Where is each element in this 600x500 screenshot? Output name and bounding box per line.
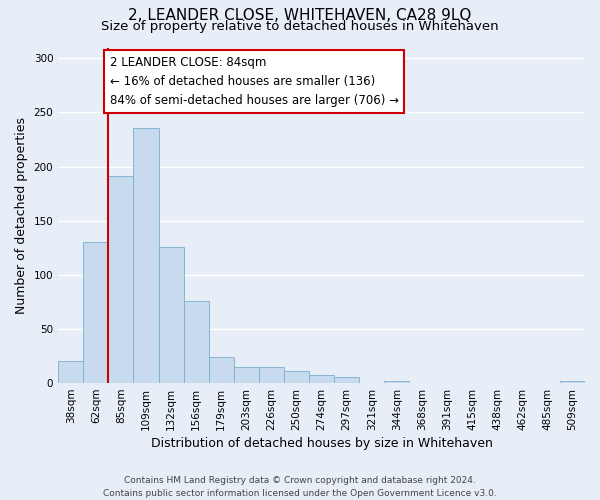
Bar (184, 301, 209, 383)
X-axis label: Distribution of detached houses by size in Whitehaven: Distribution of detached houses by size … (151, 437, 493, 450)
Bar (560, 381, 585, 383)
Bar (309, 376, 334, 383)
Text: 2 LEANDER CLOSE: 84sqm
← 16% of detached houses are smaller (136)
84% of semi-de: 2 LEANDER CLOSE: 84sqm ← 16% of detached… (110, 56, 398, 107)
Bar (334, 376, 359, 383)
Bar (284, 371, 309, 383)
Bar (109, 176, 133, 383)
Y-axis label: Number of detached properties: Number of detached properties (15, 117, 28, 314)
Bar (385, 381, 409, 383)
Text: Size of property relative to detached houses in Whitehaven: Size of property relative to detached ho… (101, 20, 499, 33)
Bar (158, 246, 184, 383)
Bar (234, 367, 259, 383)
Bar (58, 362, 83, 383)
Bar (133, 128, 158, 383)
Text: 2, LEANDER CLOSE, WHITEHAVEN, CA28 9LQ: 2, LEANDER CLOSE, WHITEHAVEN, CA28 9LQ (128, 8, 472, 22)
Bar (259, 367, 284, 383)
Bar (83, 242, 109, 383)
Text: Contains HM Land Registry data © Crown copyright and database right 2024.
Contai: Contains HM Land Registry data © Crown c… (103, 476, 497, 498)
Bar (209, 357, 234, 383)
